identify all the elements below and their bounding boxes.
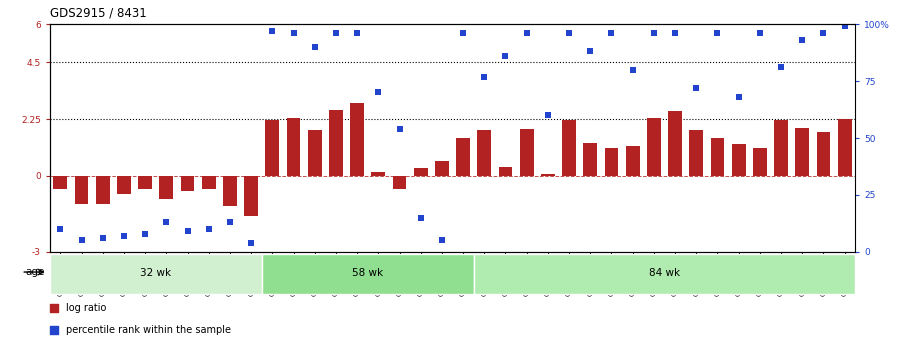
Point	[414, 215, 428, 220]
Text: percentile rank within the sample: percentile rank within the sample	[66, 325, 231, 335]
Point	[499, 53, 513, 59]
Point	[117, 233, 131, 239]
Bar	[625, 146, 640, 176]
Text: 58 wk: 58 wk	[352, 268, 384, 278]
Bar	[53, 176, 67, 189]
Bar	[350, 102, 364, 176]
Point	[350, 30, 365, 36]
Bar	[181, 176, 195, 191]
Bar	[541, 174, 555, 176]
Bar	[287, 118, 300, 176]
Point	[477, 74, 491, 79]
Bar	[244, 176, 258, 216]
Bar	[50, 254, 262, 294]
Point	[605, 30, 619, 36]
Point	[329, 30, 343, 36]
Bar	[647, 118, 661, 176]
Text: 84 wk: 84 wk	[649, 268, 680, 278]
Point	[710, 30, 725, 36]
Bar	[562, 120, 576, 176]
Bar	[519, 129, 534, 176]
Bar	[478, 130, 491, 176]
Bar	[308, 130, 321, 176]
Point	[753, 30, 767, 36]
Point	[668, 30, 682, 36]
Bar	[753, 148, 767, 176]
Point	[286, 30, 300, 36]
Bar	[223, 176, 237, 206]
Point	[456, 30, 471, 36]
Text: log ratio: log ratio	[66, 303, 106, 313]
Point	[74, 238, 89, 243]
Text: 32 wk: 32 wk	[140, 268, 171, 278]
Point	[519, 30, 534, 36]
Bar	[795, 128, 809, 176]
Bar	[668, 111, 682, 176]
Bar	[710, 138, 724, 176]
Point	[138, 231, 152, 236]
Bar	[329, 110, 343, 176]
Bar	[584, 143, 597, 176]
Point	[816, 30, 831, 36]
Point	[562, 30, 576, 36]
Point	[96, 235, 110, 241]
Bar	[117, 176, 131, 194]
Bar	[774, 120, 788, 176]
Bar	[159, 176, 173, 199]
Point	[180, 229, 195, 234]
Point	[583, 49, 597, 54]
Point	[243, 240, 259, 246]
Bar	[435, 161, 449, 176]
Point	[795, 37, 809, 43]
Point	[392, 126, 406, 132]
Bar	[202, 176, 215, 189]
Bar	[816, 132, 830, 176]
Point	[837, 24, 852, 29]
Bar	[75, 176, 89, 204]
Bar	[414, 168, 427, 176]
Bar	[138, 176, 152, 189]
Bar	[690, 130, 703, 176]
Point	[202, 226, 216, 232]
Point	[774, 65, 788, 70]
Point	[223, 219, 237, 225]
Point	[53, 226, 68, 232]
Text: GDS2915 / 8431: GDS2915 / 8431	[50, 7, 147, 20]
Point	[625, 67, 640, 72]
Bar	[393, 176, 406, 189]
Bar	[96, 176, 110, 204]
Bar	[456, 138, 470, 176]
Bar	[732, 144, 746, 176]
Bar	[262, 254, 473, 294]
Bar	[499, 167, 512, 176]
Point	[689, 85, 703, 91]
Point	[646, 30, 661, 36]
Point	[434, 238, 449, 243]
Point	[46, 328, 61, 333]
Bar	[371, 172, 386, 176]
Point	[159, 219, 174, 225]
Point	[265, 28, 280, 34]
Point	[540, 112, 555, 118]
Bar	[265, 120, 280, 176]
Point	[46, 305, 61, 310]
Point	[308, 44, 322, 50]
Point	[371, 90, 386, 95]
Point	[731, 94, 746, 100]
Bar	[838, 119, 852, 176]
Bar	[473, 254, 855, 294]
Text: age: age	[25, 267, 44, 277]
Bar	[605, 148, 618, 176]
